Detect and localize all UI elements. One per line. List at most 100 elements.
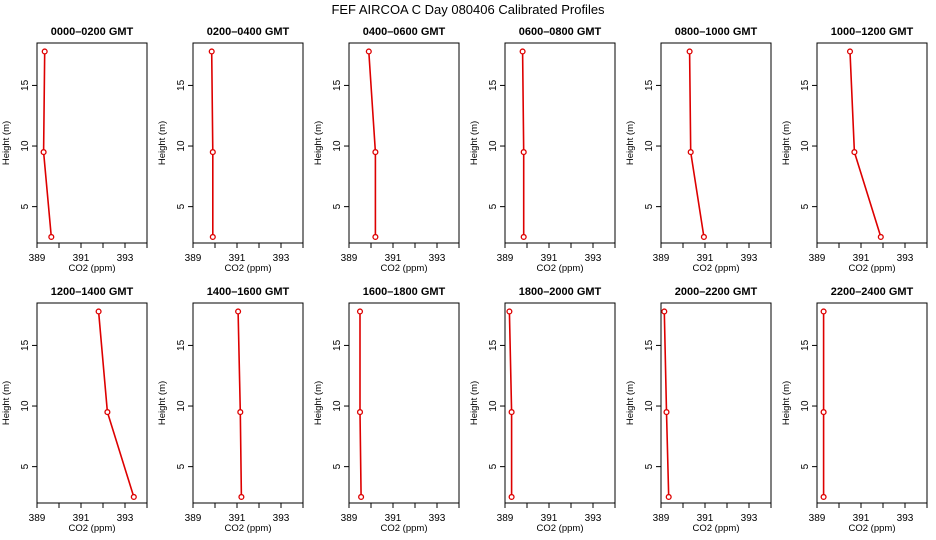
x-tick-label: 389 xyxy=(341,253,358,264)
data-point xyxy=(95,308,102,315)
data-point xyxy=(209,233,216,240)
profile-line xyxy=(210,51,214,237)
x-tick-label: 389 xyxy=(185,513,202,524)
x-axis-label: CO2 (ppm) xyxy=(225,523,272,534)
y-tick-label: 15 xyxy=(488,339,499,351)
y-tick-label: 5 xyxy=(488,203,499,209)
y-axis-label: Height (m) xyxy=(469,381,480,425)
data-point xyxy=(506,308,513,315)
x-axis-label: CO2 (ppm) xyxy=(69,523,116,534)
data-point xyxy=(372,149,379,156)
panel-title: 2000–2200 GMT xyxy=(675,286,758,298)
x-tick-label: 389 xyxy=(497,513,514,524)
data-point xyxy=(508,493,515,500)
x-axis-label: CO2 (ppm) xyxy=(381,523,428,534)
data-point xyxy=(820,493,827,500)
panel-title: 0600–0800 GMT xyxy=(519,26,602,38)
plot-frame xyxy=(504,302,616,504)
data-point xyxy=(104,409,111,416)
x-tick-label: 389 xyxy=(29,513,46,524)
y-axis-label: Height (m) xyxy=(625,121,636,165)
data-point xyxy=(520,149,527,156)
y-tick-label: 10 xyxy=(644,140,655,152)
x-tick-label: 391 xyxy=(697,513,714,524)
plot-frame xyxy=(192,42,304,244)
data-point xyxy=(48,233,55,240)
y-axis-label: Height (m) xyxy=(469,121,480,165)
x-tick-label: 391 xyxy=(541,513,558,524)
y-axis-label: Height (m) xyxy=(781,381,792,425)
x-axis-label: CO2 (ppm) xyxy=(849,263,896,274)
data-point xyxy=(687,149,694,156)
y-tick-label: 5 xyxy=(176,463,187,469)
y-tick-label: 15 xyxy=(332,339,343,351)
plot-frame xyxy=(816,42,928,244)
data-point xyxy=(820,409,827,416)
y-tick-label: 15 xyxy=(332,79,343,91)
x-tick-label: 393 xyxy=(117,513,134,524)
data-point xyxy=(846,48,854,55)
panel-title: 2200–2400 GMT xyxy=(831,286,914,298)
y-axis-label: Height (m) xyxy=(1,121,12,165)
panel-title: 1200–1400 GMT xyxy=(51,286,134,298)
y-tick-label: 5 xyxy=(332,463,343,469)
data-point xyxy=(508,409,515,416)
y-tick-label: 10 xyxy=(332,140,343,152)
x-tick-label: 389 xyxy=(653,513,670,524)
data-point xyxy=(700,233,707,240)
profile-line xyxy=(663,311,670,497)
profile-line xyxy=(97,311,135,498)
x-tick-label: 393 xyxy=(897,513,914,524)
y-axis-label: Height (m) xyxy=(313,121,324,165)
data-point xyxy=(41,48,48,55)
x-tick-label: 389 xyxy=(497,253,514,264)
y-tick-label: 5 xyxy=(332,203,343,209)
y-tick-label: 5 xyxy=(800,203,811,209)
panel-title: 0800–1000 GMT xyxy=(675,26,758,38)
profile-line xyxy=(368,51,377,237)
plot-frame xyxy=(504,42,616,244)
y-axis-label: Height (m) xyxy=(157,381,168,425)
profile-line xyxy=(849,51,882,238)
y-tick-label: 10 xyxy=(20,140,31,152)
y-tick-label: 10 xyxy=(488,400,499,412)
x-axis-label: CO2 (ppm) xyxy=(537,523,584,534)
x-tick-label: 391 xyxy=(385,253,402,264)
profile-line xyxy=(359,311,362,497)
x-tick-label: 391 xyxy=(229,513,246,524)
x-tick-label: 393 xyxy=(897,253,914,264)
data-point xyxy=(356,409,364,416)
y-tick-label: 15 xyxy=(644,79,655,91)
y-tick-label: 15 xyxy=(644,339,655,351)
x-tick-label: 391 xyxy=(541,253,558,264)
panel-9: 1600–1800 GMT 389 391 393 5 10 15 CO2 (ppm) Heig… xyxy=(313,286,460,534)
panel-5: 0800–1000 GMT 389 391 393 5 10 15 CO2 (ppm) Heig… xyxy=(625,26,772,274)
profile-line xyxy=(42,51,53,237)
panel-title: 0000–0200 GMT xyxy=(51,26,134,38)
y-tick-label: 5 xyxy=(176,203,187,209)
y-tick-label: 10 xyxy=(644,400,655,412)
data-point xyxy=(851,149,858,156)
y-tick-label: 10 xyxy=(20,400,31,412)
plot-frame xyxy=(36,42,148,244)
y-axis-label: Height (m) xyxy=(625,381,636,425)
figure-title: FEF AIRCOA C Day 080406 Calibrated Profi… xyxy=(331,2,605,17)
y-axis-label: Height (m) xyxy=(1,381,12,425)
plot-frame xyxy=(816,302,928,504)
data-point xyxy=(820,308,827,315)
panel-title: 0400–0600 GMT xyxy=(363,26,446,38)
data-point xyxy=(358,493,365,500)
y-tick-label: 5 xyxy=(800,463,811,469)
plot-frame xyxy=(192,302,304,504)
data-point xyxy=(665,493,672,500)
profile-line xyxy=(521,51,525,237)
x-tick-label: 391 xyxy=(385,513,402,524)
y-tick-label: 10 xyxy=(176,140,187,152)
x-tick-label: 389 xyxy=(653,253,670,264)
panel-8: 1400–1600 GMT 389 391 393 5 10 15 CO2 (ppm) Heig… xyxy=(157,286,304,534)
data-point xyxy=(237,409,244,416)
plot-frame xyxy=(660,302,772,504)
y-tick-label: 10 xyxy=(800,140,811,152)
y-tick-label: 15 xyxy=(176,339,187,351)
